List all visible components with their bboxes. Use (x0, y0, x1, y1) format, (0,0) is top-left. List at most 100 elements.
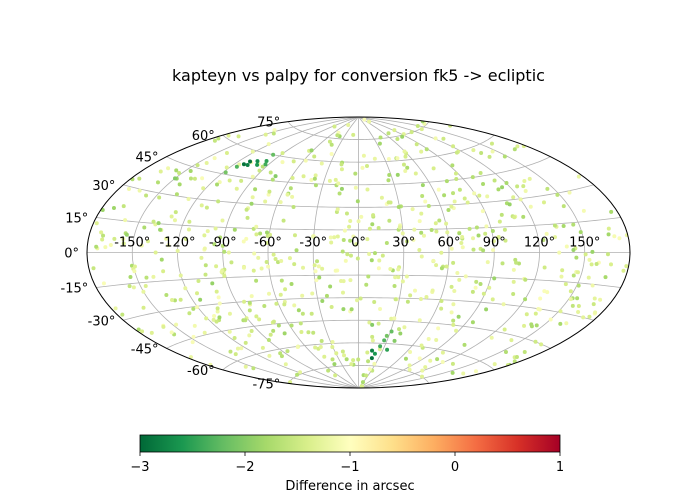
data-point (564, 321, 569, 326)
data-point (403, 154, 408, 159)
data-point (164, 236, 169, 241)
data-point (282, 331, 287, 336)
data-point (560, 268, 565, 273)
data-point (541, 237, 546, 242)
data-point (266, 338, 271, 343)
data-point (283, 362, 288, 367)
data-point (274, 301, 279, 306)
data-point (370, 334, 375, 339)
data-point (271, 252, 276, 257)
data-point (172, 298, 177, 303)
data-point (282, 302, 287, 307)
data-point (310, 291, 315, 296)
data-point (341, 237, 346, 242)
data-point (204, 160, 209, 165)
data-point (428, 358, 433, 363)
data-point (364, 282, 369, 287)
data-point (94, 221, 99, 226)
data-point (528, 204, 533, 209)
data-point (339, 279, 344, 284)
longitude-tick-label: 150° (569, 236, 600, 251)
data-point (203, 263, 208, 268)
data-point (175, 248, 180, 253)
data-point (457, 187, 462, 192)
data-point (419, 149, 424, 154)
data-point (222, 274, 227, 279)
data-point (243, 340, 248, 345)
data-point (333, 268, 338, 273)
tick-labels: -150° -120° -90° -60° -30° 0° 30° 60° 90° 120° 150… (61, 116, 601, 393)
data-point (121, 204, 126, 209)
data-point (609, 262, 614, 267)
data-point (442, 193, 447, 198)
data-point (449, 284, 454, 289)
data-point (576, 283, 581, 288)
data-point (511, 291, 516, 296)
data-point (255, 162, 260, 167)
data-point (276, 260, 281, 265)
data-point (158, 169, 163, 174)
data-point (434, 263, 439, 268)
data-point (444, 264, 449, 269)
data-point (289, 323, 294, 328)
data-point (215, 306, 220, 311)
data-point (278, 292, 283, 297)
data-point (617, 236, 622, 241)
data-point (241, 162, 246, 167)
data-point (227, 329, 232, 334)
data-point (487, 285, 492, 290)
data-point (470, 289, 475, 294)
data-point (521, 184, 526, 189)
data-point (174, 168, 179, 173)
data-point (437, 218, 442, 223)
data-point (137, 188, 142, 193)
data-point (527, 176, 532, 181)
map-boundary (86, 116, 631, 389)
data-point (522, 350, 527, 355)
data-point (484, 307, 489, 312)
data-point (586, 275, 591, 280)
data-point (389, 316, 394, 321)
data-point (245, 215, 250, 220)
data-point (100, 237, 105, 242)
data-point (249, 294, 254, 299)
data-point (336, 181, 341, 186)
data-point (388, 266, 393, 271)
data-point (213, 226, 218, 231)
data-point (603, 275, 608, 280)
data-point (211, 317, 216, 322)
data-point (452, 289, 457, 294)
data-point (252, 251, 257, 256)
data-point (204, 316, 209, 321)
data-point (324, 293, 329, 298)
data-point (151, 274, 156, 279)
data-point (266, 264, 271, 269)
data-point (424, 147, 429, 152)
data-point (188, 176, 193, 181)
data-point (341, 307, 346, 312)
data-point (111, 205, 116, 210)
data-point (267, 353, 272, 358)
data-point (449, 246, 454, 251)
data-point (143, 284, 148, 289)
data-point (377, 258, 382, 263)
data-point (398, 331, 403, 336)
data-point (120, 312, 125, 317)
data-point (251, 366, 256, 371)
latitude-tick-label: 30° (92, 179, 115, 194)
data-point (262, 304, 267, 309)
data-point (258, 231, 263, 236)
data-point (255, 159, 260, 164)
data-point (267, 189, 272, 194)
data-point (334, 351, 339, 356)
data-point (101, 281, 106, 286)
data-point (478, 282, 483, 287)
data-point (365, 187, 370, 192)
latitude-tick-label: -15° (61, 282, 89, 297)
data-point (424, 295, 429, 300)
data-point (313, 173, 318, 178)
data-point (303, 158, 308, 163)
data-point (491, 239, 496, 244)
data-point (452, 199, 457, 204)
data-point (224, 165, 229, 170)
